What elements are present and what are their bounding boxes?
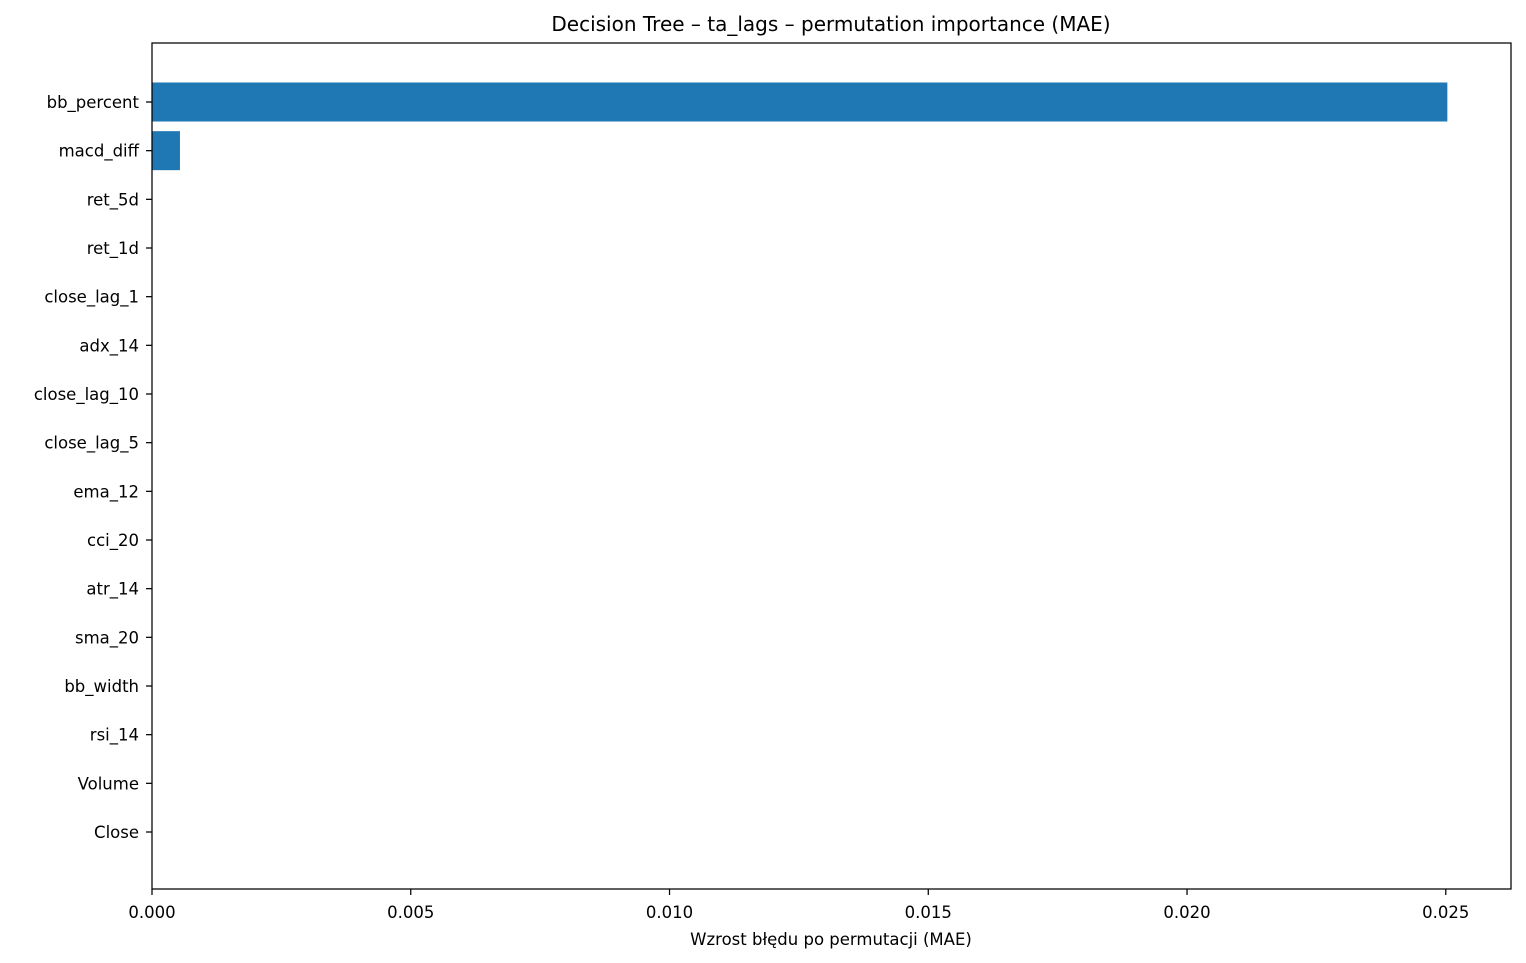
bars-group bbox=[152, 82, 1448, 171]
x-axis: 0.000 0.005 0.010 0.015 0.020 0.025 bbox=[128, 889, 1469, 922]
y-tick-label: close_lag_5 bbox=[44, 434, 139, 454]
y-tick-label: Volume bbox=[78, 774, 139, 793]
y-tick-label: bb_width bbox=[64, 677, 139, 697]
x-axis-label: Wzrost błędu po permutacji (MAE) bbox=[690, 930, 972, 949]
x-tick-label: 0.000 bbox=[128, 903, 175, 922]
y-tick-label: close_lag_10 bbox=[34, 385, 139, 405]
y-tick-label: close_lag_1 bbox=[44, 288, 139, 308]
y-tick-label: rsi_14 bbox=[90, 726, 139, 746]
y-tick-label: Close bbox=[94, 823, 139, 842]
chart-title: Decision Tree – ta_lags – permutation im… bbox=[551, 12, 1110, 36]
x-tick-label: 0.005 bbox=[387, 903, 434, 922]
plot-frame bbox=[151, 42, 1512, 890]
y-tick-label: macd_diff bbox=[59, 142, 140, 162]
bar-macd_diff bbox=[152, 131, 180, 171]
y-axis: bb_percent macd_diff ret_5d ret_1d close_lag… bbox=[34, 93, 152, 842]
bar-bb_percent bbox=[152, 82, 1448, 122]
y-tick-label: ret_5d bbox=[87, 190, 139, 210]
x-tick-label: 0.010 bbox=[646, 903, 693, 922]
y-tick-label: ema_12 bbox=[73, 482, 139, 502]
x-tick-label: 0.020 bbox=[1163, 903, 1210, 922]
y-tick-label: bb_percent bbox=[47, 93, 140, 113]
y-tick-label: ret_1d bbox=[87, 239, 139, 259]
y-tick-label: atr_14 bbox=[86, 580, 139, 600]
x-tick-label: 0.015 bbox=[905, 903, 952, 922]
y-tick-label: sma_20 bbox=[75, 628, 139, 648]
x-tick-label: 0.025 bbox=[1422, 903, 1469, 922]
y-tick-label: adx_14 bbox=[79, 336, 139, 356]
y-tick-label: cci_20 bbox=[87, 531, 139, 551]
